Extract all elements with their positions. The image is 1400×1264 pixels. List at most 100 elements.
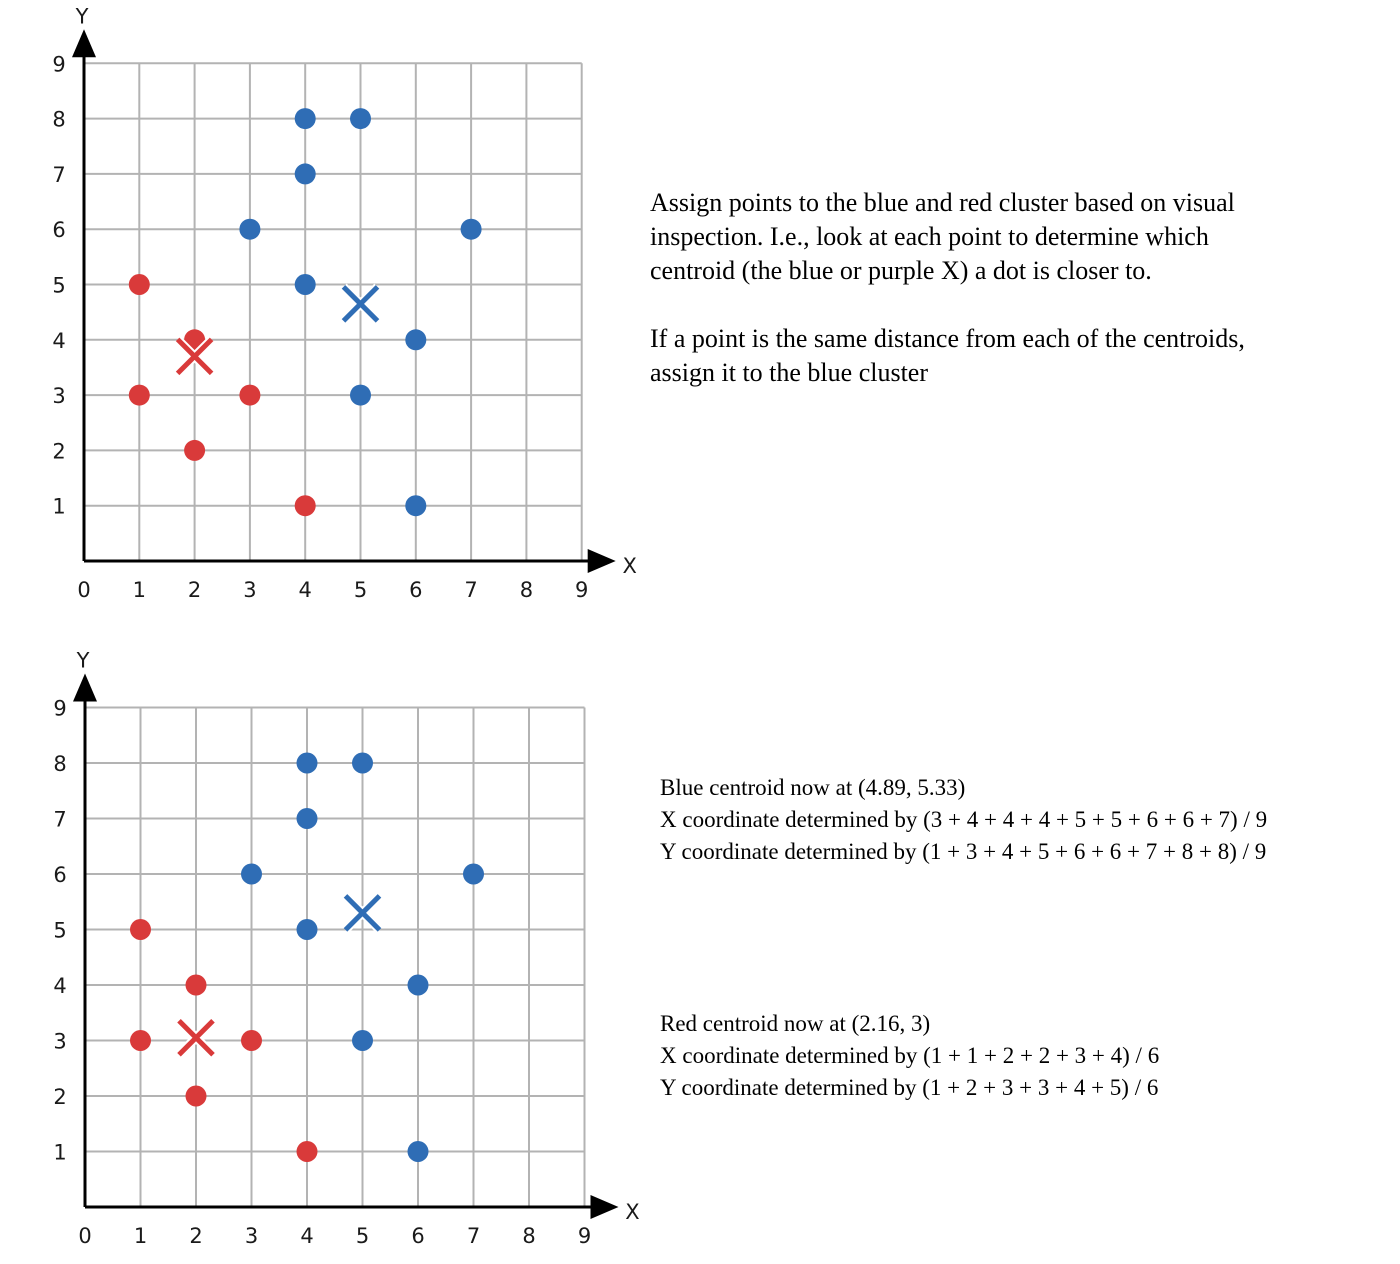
blue-data-point [296, 919, 318, 940]
blue-centroid-marker [342, 892, 383, 934]
y-tick-label: 6 [53, 863, 66, 887]
red-data-point [185, 1085, 207, 1107]
centroid-stroke [341, 285, 380, 323]
y-tick-label: 2 [53, 1085, 66, 1109]
red-centroid-x-formula: X coordinate determined by (1 + 1 + 2 + … [660, 1043, 1160, 1068]
blue-centroid-y-formula: Y coordinate determined by (1 + 3 + 4 + … [660, 839, 1267, 864]
blue-data-point [405, 495, 427, 517]
x-tick-label: 8 [520, 578, 533, 602]
y-tick-label: 7 [52, 163, 65, 187]
y-tick-label: 8 [53, 752, 66, 776]
red-centroid-y-formula: Y coordinate determined by (1 + 2 + 3 + … [660, 1075, 1159, 1100]
blue-data-point [352, 1030, 373, 1051]
red-data-point [239, 384, 261, 406]
red-data-point [128, 384, 150, 406]
instructions-line-3: centroid (the blue or purple X) a dot is… [650, 256, 1152, 285]
instructions-line-2: inspection. I.e., look at each point to … [650, 222, 1209, 251]
y-tick-label: 8 [52, 108, 65, 132]
red-data-point [294, 495, 316, 517]
y-tick-label: 3 [52, 384, 65, 408]
blue-data-point [239, 218, 261, 240]
x-tick-label: 4 [299, 578, 312, 602]
y-tick-label: 5 [53, 919, 66, 943]
y-tick-label: 9 [53, 697, 66, 721]
y-tick-label: 4 [52, 329, 65, 353]
x-tick-label: 3 [243, 578, 256, 602]
x-axis-arrow [590, 1195, 619, 1219]
x-tick-label: 6 [411, 1224, 424, 1248]
centroid-stroke [343, 894, 382, 932]
red-data-point [185, 974, 207, 996]
x-tick-label: 0 [78, 1224, 91, 1248]
y-tick-label: 9 [52, 52, 65, 76]
instructions-text: Assign points to the blue and red cluste… [650, 186, 1245, 390]
x-tick-label: 9 [575, 578, 588, 602]
x-axis-arrow [587, 549, 616, 573]
x-tick-label: 3 [245, 1224, 258, 1248]
blue-centroid-info: Blue centroid now at (4.89, 5.33) X coor… [660, 772, 1267, 868]
blue-centroid-position: Blue centroid now at (4.89, 5.33) [660, 775, 966, 800]
blue-data-point [350, 108, 371, 130]
instructions-line-4: If a point is the same distance from eac… [650, 324, 1245, 353]
blue-data-point [463, 863, 484, 885]
x-tick-label: 9 [578, 1224, 591, 1248]
x-axis-label: X [625, 1200, 639, 1224]
red-centroid-marker [175, 1017, 217, 1058]
blue-data-point [352, 752, 373, 774]
blue-data-point [407, 974, 429, 996]
centroid-stroke [175, 337, 214, 376]
y-axis-label: Y [75, 4, 89, 28]
x-tick-label: 6 [409, 578, 422, 602]
blue-data-point [296, 752, 318, 774]
x-tick-label: 4 [300, 1224, 313, 1248]
red-centroid-info: Red centroid now at (2.16, 3) X coordina… [660, 1008, 1159, 1104]
x-tick-label: 5 [356, 1224, 369, 1248]
blue-data-point [294, 108, 316, 130]
x-tick-label: 2 [188, 578, 201, 602]
scatter-plot-updated: X Y 0 1 2 3 4 5 6 7 8 9 1 2 3 4 5 6 7 8 9 [53, 649, 639, 1249]
x-tick-label: 0 [77, 578, 90, 602]
blue-centroid-marker [340, 283, 381, 325]
y-tick-label: 2 [52, 439, 65, 463]
red-data-point [130, 1030, 151, 1051]
instructions-spacer [650, 288, 1245, 322]
y-tick-label: 7 [53, 808, 66, 832]
red-centroid-marker [174, 336, 215, 377]
x-tick-label: 7 [467, 1224, 480, 1248]
red-data-point [296, 1141, 318, 1162]
red-data-point [130, 919, 151, 940]
instructions-line-5: assign it to the blue cluster [650, 358, 929, 387]
blue-data-point [241, 863, 262, 885]
blue-data-point [294, 274, 316, 295]
scatter-plot-initial: X Y 0 1 2 3 4 5 6 7 8 9 1 2 3 4 5 6 7 8 9 [52, 4, 637, 602]
y-tick-label: 6 [52, 218, 65, 242]
red-data-point [241, 1030, 262, 1051]
red-centroid-position: Red centroid now at (2.16, 3) [660, 1011, 931, 1036]
blue-data-point [296, 808, 318, 829]
y-tick-label: 4 [53, 974, 66, 998]
y-tick-label: 1 [53, 1141, 66, 1165]
blue-data-point [294, 163, 316, 185]
x-tick-label: 7 [464, 578, 477, 602]
blue-data-point [407, 1141, 429, 1162]
x-tick-label: 1 [134, 1224, 147, 1248]
x-tick-label: 1 [133, 578, 146, 602]
y-tick-label: 5 [52, 274, 65, 298]
y-axis-arrow [73, 673, 97, 702]
y-tick-label: 3 [53, 1030, 66, 1054]
red-data-point [128, 274, 150, 295]
x-axis-label: X [623, 554, 637, 578]
y-axis-arrow [72, 29, 96, 58]
centroid-stroke [177, 1018, 215, 1057]
red-data-point [184, 439, 206, 461]
x-tick-label: 2 [189, 1224, 202, 1248]
blue-data-point [405, 329, 427, 351]
x-tick-label: 8 [522, 1224, 535, 1248]
blue-data-point [350, 384, 371, 406]
instructions-line-1: Assign points to the blue and red cluste… [650, 188, 1235, 217]
y-axis-label: Y [76, 649, 90, 673]
y-tick-label: 1 [52, 495, 65, 519]
x-tick-label: 5 [354, 578, 367, 602]
blue-centroid-x-formula: X coordinate determined by (3 + 4 + 4 + … [660, 807, 1268, 832]
